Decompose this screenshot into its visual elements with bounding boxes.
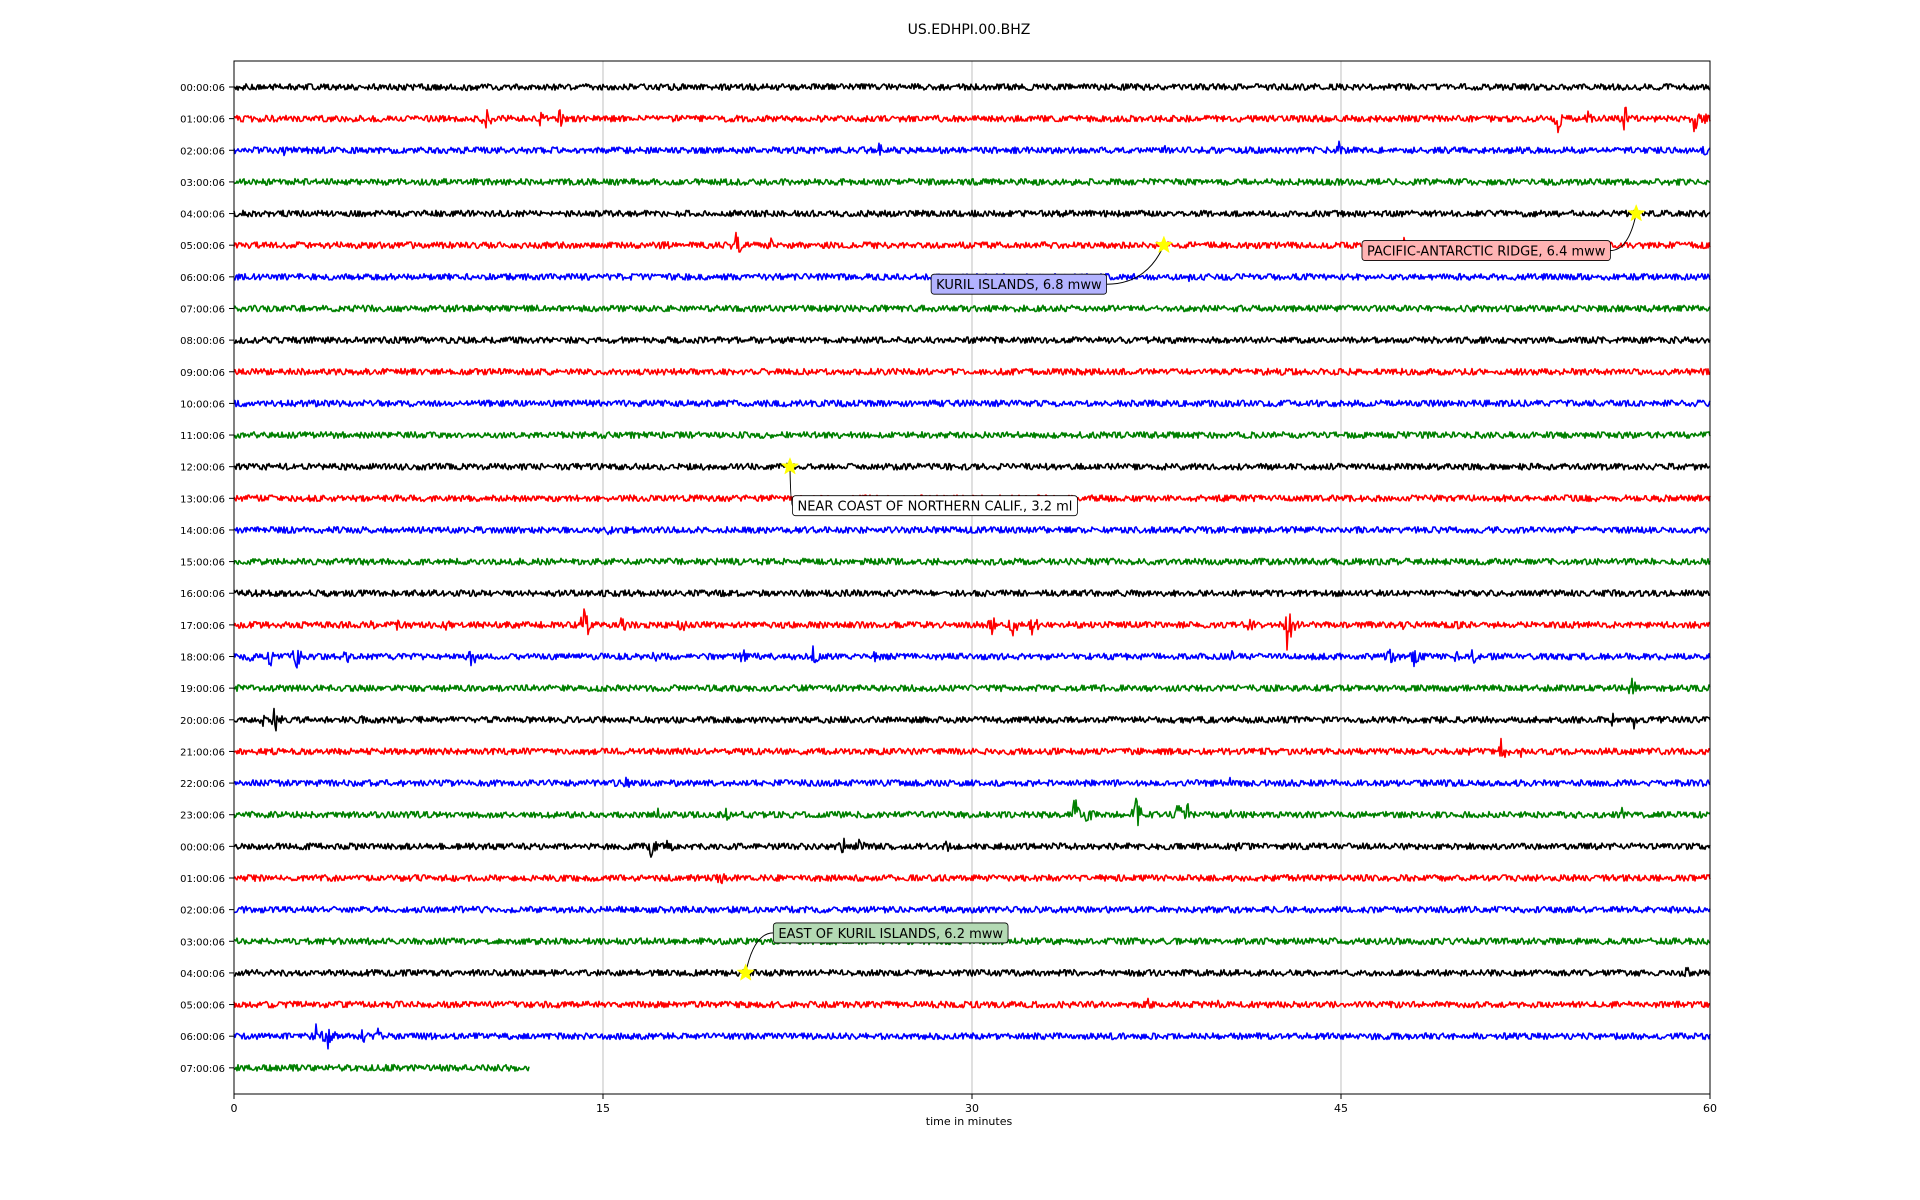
row-time-label: 16:00:06 xyxy=(180,589,225,600)
event-star-marker xyxy=(1626,203,1646,222)
event-label: PACIFIC-ANTARCTIC RIDGE, 6.4 mww xyxy=(1367,245,1606,260)
trace-row xyxy=(233,83,1711,92)
trace-row xyxy=(233,140,1711,157)
row-time-label: 12:00:06 xyxy=(180,463,225,474)
trace-row xyxy=(233,557,1711,566)
row-time-label: 04:00:06 xyxy=(180,210,225,221)
row-time-label: 02:00:06 xyxy=(180,146,225,157)
event-annotation: EAST OF KURIL ISLANDS, 6.2 mww xyxy=(736,922,1009,981)
event-label: NEAR COAST OF NORTHERN CALIF., 3.2 ml xyxy=(797,500,1072,515)
event-annotation: PACIFIC-ANTARCTIC RIDGE, 6.4 mww xyxy=(1361,203,1646,261)
event-star-marker xyxy=(736,963,755,981)
row-time-label: 17:00:06 xyxy=(180,621,225,632)
chart-title: US.EDHPI.00.BHZ xyxy=(908,22,1031,38)
x-axis-ticks: 0 15 30 45 60 xyxy=(231,1094,1717,1115)
trace-row xyxy=(233,905,1711,914)
x-tick-label: 0 xyxy=(231,1102,238,1115)
trace-row xyxy=(233,336,1711,345)
row-time-label: 05:00:06 xyxy=(180,241,225,252)
row-time-label: 08:00:06 xyxy=(180,336,225,347)
event-label: EAST OF KURIL ISLANDS, 6.2 mww xyxy=(778,927,1003,942)
event-label-box xyxy=(792,495,1078,517)
trace-row xyxy=(233,797,1711,827)
row-time-label: 14:00:06 xyxy=(180,526,225,537)
seismic-traces xyxy=(233,83,1711,1072)
row-time-label: 09:00:06 xyxy=(180,368,225,379)
x-axis-label: time in minutes xyxy=(926,1115,1013,1128)
event-annotation: NEAR COAST OF NORTHERN CALIF., 3.2 ml xyxy=(780,456,1078,517)
event-annotations: KURIL ISLANDS, 6.8 mww PACIFIC-ANTARCTIC … xyxy=(736,203,1646,981)
trace-row xyxy=(233,589,1711,598)
grid-lines xyxy=(602,61,1342,1094)
trace-row xyxy=(233,997,1711,1009)
event-connector xyxy=(1610,213,1637,252)
trace-row xyxy=(233,526,1711,536)
event-connector xyxy=(1106,244,1165,285)
row-time-label: 10:00:06 xyxy=(180,399,225,410)
trace-row xyxy=(233,209,1711,218)
trace-row xyxy=(233,608,1711,651)
x-tick-label: 45 xyxy=(1334,1102,1348,1115)
event-connector xyxy=(745,932,774,974)
row-time-label: 04:00:06 xyxy=(180,969,225,980)
row-time-label: 21:00:06 xyxy=(180,747,225,758)
row-time-label: 19:00:06 xyxy=(180,684,225,695)
row-time-label: 02:00:06 xyxy=(180,906,225,917)
trace-row xyxy=(233,873,1711,885)
x-tick-label: 30 xyxy=(965,1102,979,1115)
trace-row xyxy=(233,177,1711,186)
trace-row xyxy=(233,1023,1711,1050)
trace-row xyxy=(233,304,1711,313)
row-time-label: 00:00:06 xyxy=(180,83,225,94)
trace-row xyxy=(233,837,1711,858)
row-time-label: 07:00:06 xyxy=(180,1064,225,1075)
row-time-label: 13:00:06 xyxy=(180,494,225,505)
trace-row xyxy=(233,399,1711,408)
row-time-label: 00:00:06 xyxy=(180,842,225,853)
row-time-label: 06:00:06 xyxy=(180,273,225,284)
event-label-box xyxy=(930,273,1108,295)
x-tick-label: 15 xyxy=(596,1102,610,1115)
trace-row xyxy=(233,1063,530,1072)
row-time-label: 03:00:06 xyxy=(180,178,225,189)
row-time-label: 01:00:06 xyxy=(180,874,225,885)
row-time-label: 23:00:06 xyxy=(180,811,225,822)
trace-row xyxy=(233,645,1711,669)
event-star-marker xyxy=(1154,235,1174,254)
event-label-box xyxy=(1361,240,1611,261)
row-time-label: 05:00:06 xyxy=(180,1001,225,1012)
trace-row xyxy=(234,966,1711,978)
row-time-labels: 00:00:06 01:00:06 02:00:06 03:00:06 04:00:06… xyxy=(180,83,234,1075)
row-time-label: 03:00:06 xyxy=(180,937,225,948)
event-star-marker xyxy=(780,456,800,475)
row-time-label: 15:00:06 xyxy=(180,558,225,569)
row-time-label: 22:00:06 xyxy=(180,779,225,790)
row-time-label: 07:00:06 xyxy=(180,304,225,315)
x-tick-label: 60 xyxy=(1703,1102,1717,1115)
trace-row xyxy=(233,462,1711,471)
trace-row xyxy=(233,737,1711,758)
row-time-label: 06:00:06 xyxy=(180,1032,225,1043)
trace-row xyxy=(233,707,1711,732)
row-time-label: 18:00:06 xyxy=(180,653,225,664)
trace-row xyxy=(233,677,1711,695)
row-time-label: 01:00:06 xyxy=(180,115,225,126)
row-time-label: 11:00:06 xyxy=(180,431,225,442)
trace-row xyxy=(233,367,1711,376)
trace-row xyxy=(233,431,1711,439)
row-time-label: 20:00:06 xyxy=(180,716,225,727)
event-label-box xyxy=(772,922,1009,944)
event-label: KURIL ISLANDS, 6.8 mww xyxy=(936,278,1102,293)
trace-row xyxy=(233,776,1711,788)
trace-row xyxy=(233,106,1711,134)
event-annotation: KURIL ISLANDS, 6.8 mww xyxy=(930,235,1174,295)
